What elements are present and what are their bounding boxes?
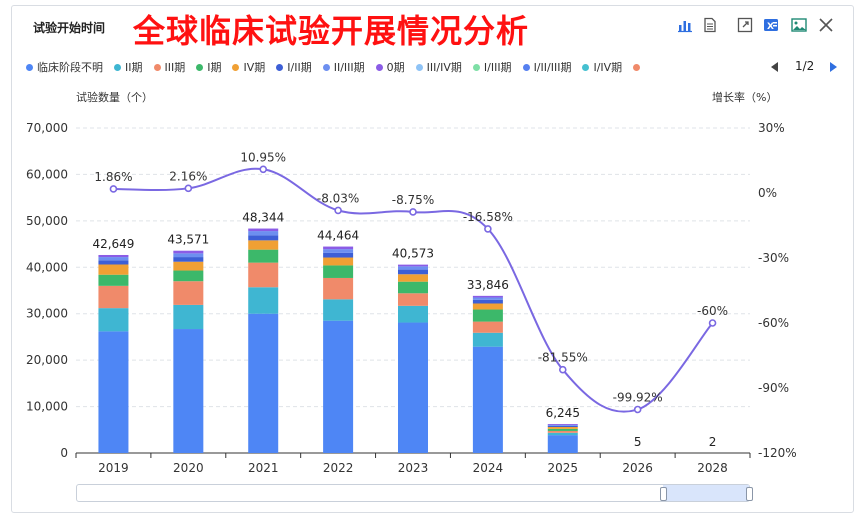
- y-axis-right-title: 增长率（%）: [712, 91, 778, 104]
- legend-item[interactable]: 0期: [375, 59, 405, 75]
- legend-item[interactable]: I期: [196, 59, 221, 75]
- image-icon[interactable]: [791, 17, 807, 33]
- legend-label: I/II/III期: [533, 61, 572, 74]
- legend-label: IV期: [243, 61, 266, 74]
- legend-label: III/IV期: [426, 61, 462, 74]
- legend-dot-icon: [196, 63, 204, 71]
- close-icon[interactable]: [818, 17, 834, 33]
- legend-item[interactable]: III/IV期: [415, 59, 462, 75]
- legend-dot-icon: [522, 63, 530, 71]
- legend-dot-icon: [375, 63, 383, 71]
- zoom-slider-right-handle[interactable]: [746, 487, 753, 501]
- legend-dot-icon: [232, 63, 240, 71]
- legend-item[interactable]: III期: [153, 59, 186, 75]
- legend-dot-icon: [114, 63, 121, 71]
- legend-dot-icon: [276, 63, 284, 71]
- legend-item[interactable]: I/III期: [472, 59, 512, 75]
- y-axis-left-title: 试验数量（个）: [76, 91, 153, 104]
- excel-icon[interactable]: X: [763, 17, 779, 33]
- legend-dot-icon: [26, 63, 33, 71]
- page-title: 全球临床试验开展情况分析: [133, 12, 530, 50]
- legend-item[interactable]: II期: [114, 59, 143, 75]
- legend-label: I/IV期: [593, 61, 623, 74]
- zoom-slider-left-handle[interactable]: [660, 487, 667, 501]
- bar-chart-icon[interactable]: [677, 17, 693, 33]
- legend-label: II期: [125, 61, 143, 74]
- legend-item[interactable]: [633, 63, 644, 71]
- zoom-slider[interactable]: [76, 484, 753, 502]
- svg-text:X: X: [767, 22, 774, 32]
- legend-label: I/III期: [483, 61, 512, 74]
- legend-item[interactable]: IV期: [232, 59, 265, 75]
- legend-label: II/III期: [333, 61, 365, 74]
- legend-dot-icon: [322, 63, 330, 71]
- zoom-slider-selection[interactable]: [663, 485, 749, 501]
- legend-page-indicator: 1/2: [795, 59, 815, 73]
- legend-item[interactable]: II/III期: [322, 59, 365, 75]
- legend-item[interactable]: I/II期: [276, 59, 312, 75]
- legend-item[interactable]: I/IV期: [582, 59, 622, 75]
- legend-dot-icon: [472, 63, 480, 71]
- legend-label: III期: [164, 61, 186, 74]
- legend: 临床阶段不明 II期 III期 I期 IV期 I/II期 II/III期 0期 III/IV期 I…: [26, 59, 771, 77]
- legend-item[interactable]: 临床阶段不明: [26, 59, 103, 75]
- legend-item[interactable]: I/II/III期: [522, 59, 572, 75]
- legend-label: 0期: [386, 61, 405, 74]
- legend-dot-icon: [153, 63, 161, 71]
- legend-label: I期: [207, 61, 222, 74]
- expand-icon[interactable]: [737, 17, 753, 33]
- legend-label: 临床阶段不明: [37, 61, 103, 74]
- legend-next-icon[interactable]: [830, 62, 837, 72]
- legend-label: I/II期: [287, 61, 312, 74]
- legend-prev-icon[interactable]: [771, 62, 778, 72]
- legend-dot-icon: [633, 63, 641, 71]
- document-icon[interactable]: [702, 17, 718, 33]
- legend-dot-icon: [415, 63, 423, 71]
- legend-dot-icon: [582, 63, 590, 71]
- chart-card: [11, 5, 854, 513]
- x-axis-title: 试验开始时间: [33, 21, 106, 35]
